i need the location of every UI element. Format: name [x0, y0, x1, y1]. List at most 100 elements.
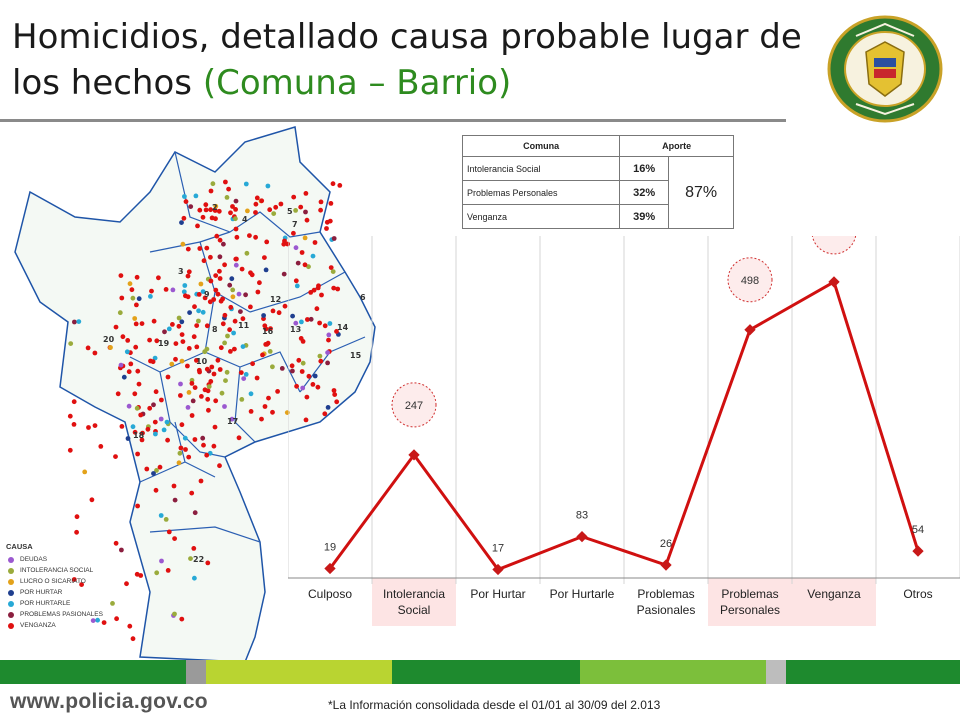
legend-dot-icon [8, 589, 14, 596]
legend-dot-icon [8, 578, 14, 585]
incident-point [212, 424, 218, 430]
incident-point [128, 361, 134, 367]
incident-point [311, 287, 317, 293]
table-header-aporte: Aporte [619, 135, 734, 157]
table-cell-label: Venganza [461, 204, 621, 229]
incident-point [240, 344, 246, 349]
incident-point [108, 345, 113, 350]
incident-point [290, 368, 295, 374]
data-label: 498 [741, 275, 759, 287]
data-label-highlight [727, 257, 773, 303]
incident-point [236, 291, 242, 297]
incident-point [151, 471, 156, 476]
incident-point [191, 546, 197, 551]
incident-point [68, 341, 74, 346]
incident-point [185, 273, 191, 279]
incident-point [172, 497, 178, 503]
incident-point [224, 369, 230, 375]
incident-point [127, 281, 133, 287]
legend-label: VENGANZA [20, 622, 56, 629]
incident-point [158, 513, 164, 518]
incident-point [222, 340, 228, 346]
incident-point [118, 273, 124, 278]
incident-point [172, 536, 178, 541]
x-tick-label: Problemas Personales [720, 587, 780, 617]
incident-point [179, 422, 185, 428]
table-cell-value: 39% [619, 204, 670, 229]
incident-point [180, 339, 186, 344]
incident-point [294, 383, 299, 389]
incident-point [222, 262, 228, 268]
incident-point [325, 350, 330, 355]
data-label: 19 [324, 542, 336, 554]
incident-point [127, 623, 133, 629]
incident-point [270, 308, 276, 314]
incident-point [231, 330, 237, 336]
incident-point [200, 435, 206, 441]
incident-point [276, 310, 282, 316]
incident-point [197, 207, 203, 213]
incident-point [264, 239, 270, 245]
incident-point [92, 423, 98, 428]
map-legend-title: CAUSA [6, 542, 33, 551]
category-highlight [372, 578, 456, 626]
incident-point [190, 398, 196, 404]
incident-point [335, 286, 341, 292]
incident-point [181, 215, 187, 221]
incident-point [293, 320, 299, 326]
title-divider [0, 119, 786, 122]
incident-point [182, 283, 188, 288]
incident-point [317, 353, 323, 359]
incident-point [192, 575, 197, 581]
incident-point [129, 287, 135, 293]
incident-point [299, 319, 304, 325]
incident-point [125, 436, 131, 441]
incident-point [205, 560, 211, 566]
incident-point [114, 616, 119, 622]
incident-point [113, 324, 119, 330]
incident-point [250, 361, 256, 367]
incident-point [298, 204, 304, 210]
incident-point [233, 226, 239, 232]
incident-point [154, 570, 160, 576]
incident-point [300, 385, 306, 391]
incident-point [243, 292, 249, 298]
incident-point [205, 388, 211, 394]
incident-point [153, 389, 159, 395]
incident-point [136, 381, 142, 387]
incident-point [82, 469, 88, 475]
incident-point [145, 426, 151, 432]
incident-point [233, 207, 239, 212]
incident-point [248, 304, 253, 310]
incident-point [221, 241, 226, 247]
incident-point [230, 204, 235, 209]
incident-point [243, 181, 249, 187]
data-label-highlight [811, 236, 857, 255]
incident-point [253, 234, 258, 240]
incident-point [119, 547, 124, 553]
incident-point [153, 487, 159, 493]
incident-point [300, 360, 306, 366]
footer-site-url: www.policia.gov.co [10, 690, 208, 713]
category-highlight [708, 578, 792, 626]
incident-point [133, 344, 139, 350]
incident-point [192, 510, 198, 516]
incident-point [315, 384, 321, 390]
incident-point [130, 424, 136, 430]
incident-point [318, 199, 324, 205]
incident-point [124, 349, 130, 355]
incident-point [172, 611, 177, 617]
incident-point [154, 338, 160, 344]
incident-point [89, 497, 95, 503]
incident-point [196, 308, 202, 314]
table-row: Intolerancia Social 16% 87% [461, 156, 734, 229]
incident-point [267, 207, 273, 213]
incident-point [217, 463, 222, 469]
title-highlight: (Comuna – Barrio) [202, 63, 512, 103]
incident-point [183, 199, 189, 204]
incident-point [150, 359, 156, 365]
incident-point [261, 313, 266, 318]
incident-point [98, 444, 104, 449]
incident-point [273, 204, 279, 210]
incident-point [337, 183, 343, 188]
